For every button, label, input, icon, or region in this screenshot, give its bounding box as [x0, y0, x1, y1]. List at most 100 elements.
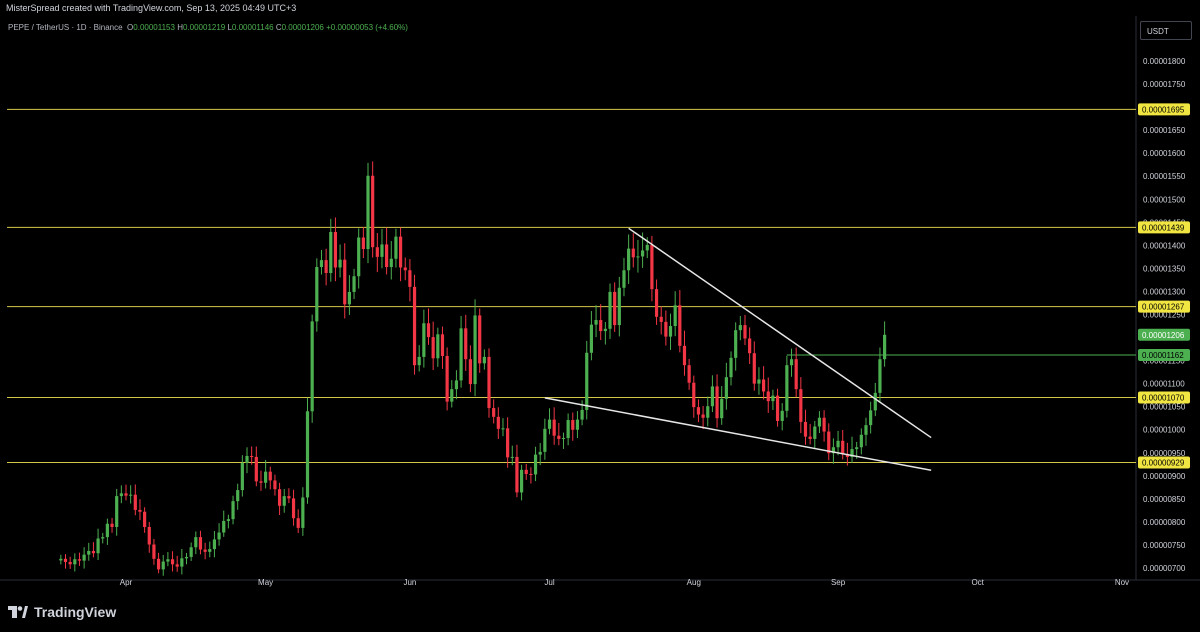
footer: TradingView: [0, 596, 1200, 632]
candle-body: [63, 558, 68, 563]
level-price-label: 0.00001267: [1142, 303, 1185, 312]
candle: [668, 313, 673, 350]
tradingview-logo[interactable]: TradingView: [8, 604, 116, 620]
candle: [501, 418, 505, 437]
candle-body: [720, 398, 724, 419]
candle: [129, 485, 133, 504]
candle: [412, 274, 417, 375]
candle-body: [161, 561, 165, 570]
candle-body: [454, 380, 459, 390]
currency-button[interactable]: USDT: [1140, 21, 1192, 40]
candle-body: [189, 547, 193, 557]
candle: [617, 276, 621, 337]
candle: [492, 399, 496, 424]
candle-body: [571, 420, 575, 430]
candle-body: [696, 407, 701, 415]
candle: [175, 555, 179, 572]
candle-body: [557, 435, 561, 439]
candle-body: [617, 287, 621, 326]
x-tick-label: Oct: [971, 578, 984, 587]
candle-body: [673, 305, 677, 327]
candle: [775, 388, 780, 427]
candle-body: [631, 248, 635, 258]
candle-body: [482, 356, 486, 364]
candle-body: [152, 544, 156, 559]
candle-body: [529, 473, 533, 475]
candle-body: [808, 436, 812, 439]
candle: [487, 348, 491, 418]
candle-body: [850, 449, 854, 457]
y-tick-label: 0.00000750: [1143, 541, 1186, 550]
candle-body: [533, 454, 538, 475]
candle-body: [412, 286, 417, 366]
candle: [789, 348, 794, 377]
candle: [808, 423, 812, 445]
candle: [785, 355, 789, 418]
candle-body: [561, 438, 566, 440]
high-value: 0.00001219: [182, 23, 226, 32]
candle: [780, 403, 784, 431]
candle: [184, 552, 189, 565]
candle: [613, 282, 617, 332]
candle: [352, 268, 356, 300]
candle: [198, 530, 203, 555]
candle-body: [236, 490, 240, 502]
candle: [761, 366, 766, 400]
candle: [240, 455, 244, 497]
candle: [566, 413, 570, 446]
candle: [394, 228, 398, 268]
candle-body: [385, 244, 389, 268]
candle-body: [789, 359, 794, 366]
x-tick-label: Sep: [831, 578, 846, 587]
candle-body: [589, 324, 593, 353]
candle-body: [329, 231, 333, 274]
candle: [389, 241, 393, 280]
candle-body: [473, 315, 477, 385]
candle: [701, 405, 705, 430]
trendline-0: [628, 227, 932, 439]
level-price-label-bg: [1138, 456, 1190, 469]
candle: [636, 239, 640, 273]
candle: [538, 443, 542, 466]
candle-body: [645, 244, 649, 251]
candle-body: [869, 410, 873, 426]
trendline-1: [544, 397, 932, 472]
candle-body: [594, 320, 598, 325]
candle: [259, 470, 263, 491]
candle-body: [831, 447, 836, 454]
symbol-name: PEPE / TetherUS · 1D · Binance: [8, 23, 123, 32]
candle-body: [771, 395, 775, 402]
candle-body: [96, 538, 100, 554]
candle: [277, 482, 282, 516]
candle: [524, 463, 528, 480]
candle-body: [115, 496, 119, 527]
candle: [883, 321, 887, 367]
candle-body: [226, 519, 230, 521]
candle-body: [301, 497, 305, 528]
candle-body: [636, 256, 640, 258]
candle-body: [654, 289, 659, 317]
y-tick-label: 0.00001300: [1143, 287, 1186, 296]
candle-body: [431, 337, 435, 359]
candle: [817, 411, 822, 433]
close-value: 0.00001206: [281, 23, 324, 32]
y-tick-label: 0.00001000: [1143, 426, 1186, 435]
candle: [827, 423, 831, 461]
candle-body: [668, 326, 673, 337]
candle: [678, 290, 682, 353]
candle-body: [338, 259, 342, 268]
candle-body: [347, 291, 351, 305]
candle-body: [110, 523, 114, 527]
candle-body: [524, 469, 528, 474]
candle-body: [273, 480, 277, 490]
candle-body: [724, 377, 728, 399]
candle: [850, 436, 854, 463]
price-chart[interactable]: 0.000018000.000017500.000017000.00001650…: [0, 16, 1200, 596]
candle-body: [650, 244, 654, 290]
candle-body: [82, 554, 86, 561]
candle-body: [794, 359, 798, 390]
y-tick-label: 0.00001250: [1143, 311, 1186, 320]
candle-body: [156, 558, 161, 570]
y-tick-label: 0.00001350: [1143, 264, 1186, 273]
open-value: 0.00001153: [133, 23, 175, 32]
